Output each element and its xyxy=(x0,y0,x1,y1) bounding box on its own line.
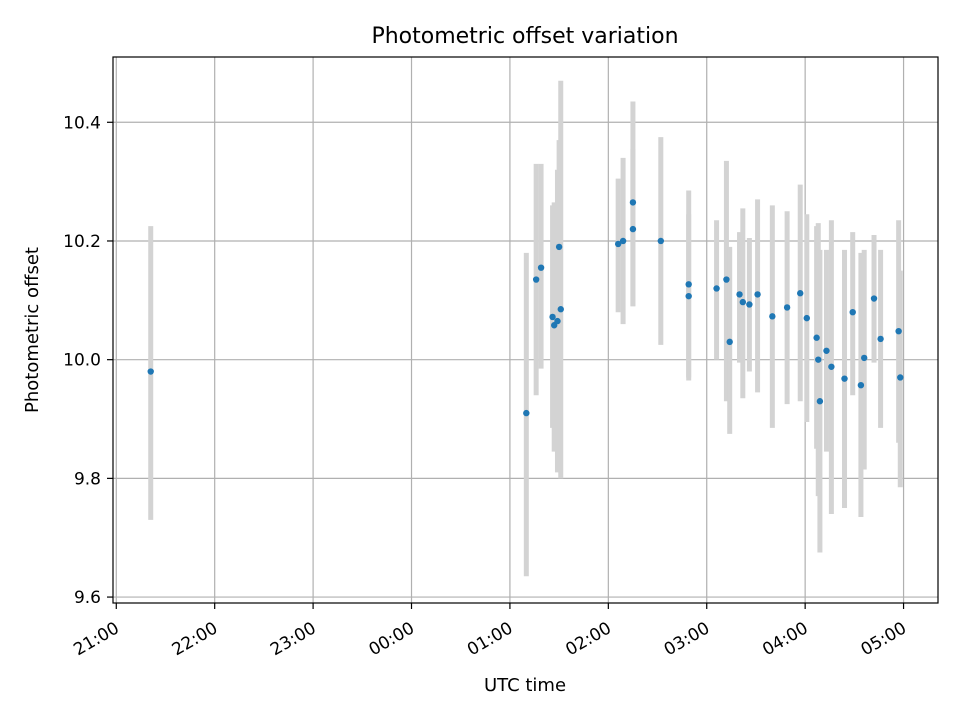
y-tick-label: 9.6 xyxy=(74,588,101,608)
data-point xyxy=(614,240,622,248)
x-tick-label: 01:00 xyxy=(464,618,516,660)
x-axis-ticks: 21:00 22:00 23:00 00:00 01:00 02:00 03:00 04:00… xyxy=(70,603,910,660)
data-point xyxy=(857,381,865,389)
x-tick-label: 03:00 xyxy=(661,618,713,660)
x-tick-label: 22:00 xyxy=(169,618,221,660)
x-tick-label: 23:00 xyxy=(267,618,319,660)
error-bars xyxy=(148,80,903,577)
y-axis-ticks: 9.6 9.8 10.0 10.2 10.4 xyxy=(63,113,113,608)
data-point xyxy=(619,237,627,245)
data-point xyxy=(841,375,848,382)
data-point xyxy=(895,327,902,335)
data-point xyxy=(754,291,761,298)
data-point xyxy=(629,225,637,233)
data-point xyxy=(897,374,904,381)
data-point xyxy=(870,295,878,302)
data-point xyxy=(554,317,561,325)
data-point xyxy=(147,368,154,375)
data-point xyxy=(713,285,720,292)
data-point xyxy=(685,292,692,300)
data-point xyxy=(736,291,743,298)
data-point xyxy=(523,409,530,417)
data-point xyxy=(815,356,822,363)
data-point xyxy=(823,347,830,354)
y-tick-label: 10.4 xyxy=(63,113,101,133)
data-point xyxy=(860,354,868,362)
x-tick-label: 05:00 xyxy=(858,618,910,660)
data-point xyxy=(813,334,820,341)
x-tick-label: 21:00 xyxy=(70,618,122,660)
data-point xyxy=(723,276,730,283)
x-tick-label: 04:00 xyxy=(759,618,811,660)
data-point xyxy=(726,338,733,346)
data-point xyxy=(537,264,545,271)
data-point xyxy=(769,313,776,320)
data-point xyxy=(739,298,747,306)
data-point xyxy=(877,335,884,343)
data-points xyxy=(147,199,904,417)
data-point xyxy=(797,290,804,297)
data-point xyxy=(803,314,810,322)
data-point xyxy=(849,308,856,316)
data-point xyxy=(685,281,692,288)
data-point xyxy=(816,398,824,405)
data-point xyxy=(657,237,665,245)
x-tick-label: 00:00 xyxy=(366,618,418,660)
data-point xyxy=(629,199,637,206)
data-point xyxy=(557,306,564,313)
chart-title: Photometric offset variation xyxy=(371,24,678,49)
data-point xyxy=(828,363,835,370)
y-tick-label: 10.2 xyxy=(63,232,101,252)
x-tick-label: 02:00 xyxy=(562,618,614,660)
data-point xyxy=(746,301,753,308)
data-point xyxy=(532,276,540,283)
data-point xyxy=(555,243,563,251)
y-axis-label: Photometric offset xyxy=(22,247,43,413)
x-axis-label: UTC time xyxy=(484,675,566,696)
plot-frame xyxy=(112,56,939,604)
data-point xyxy=(783,304,791,311)
y-tick-label: 10.0 xyxy=(63,351,101,371)
y-tick-label: 9.8 xyxy=(74,469,101,489)
data-point xyxy=(549,313,556,321)
